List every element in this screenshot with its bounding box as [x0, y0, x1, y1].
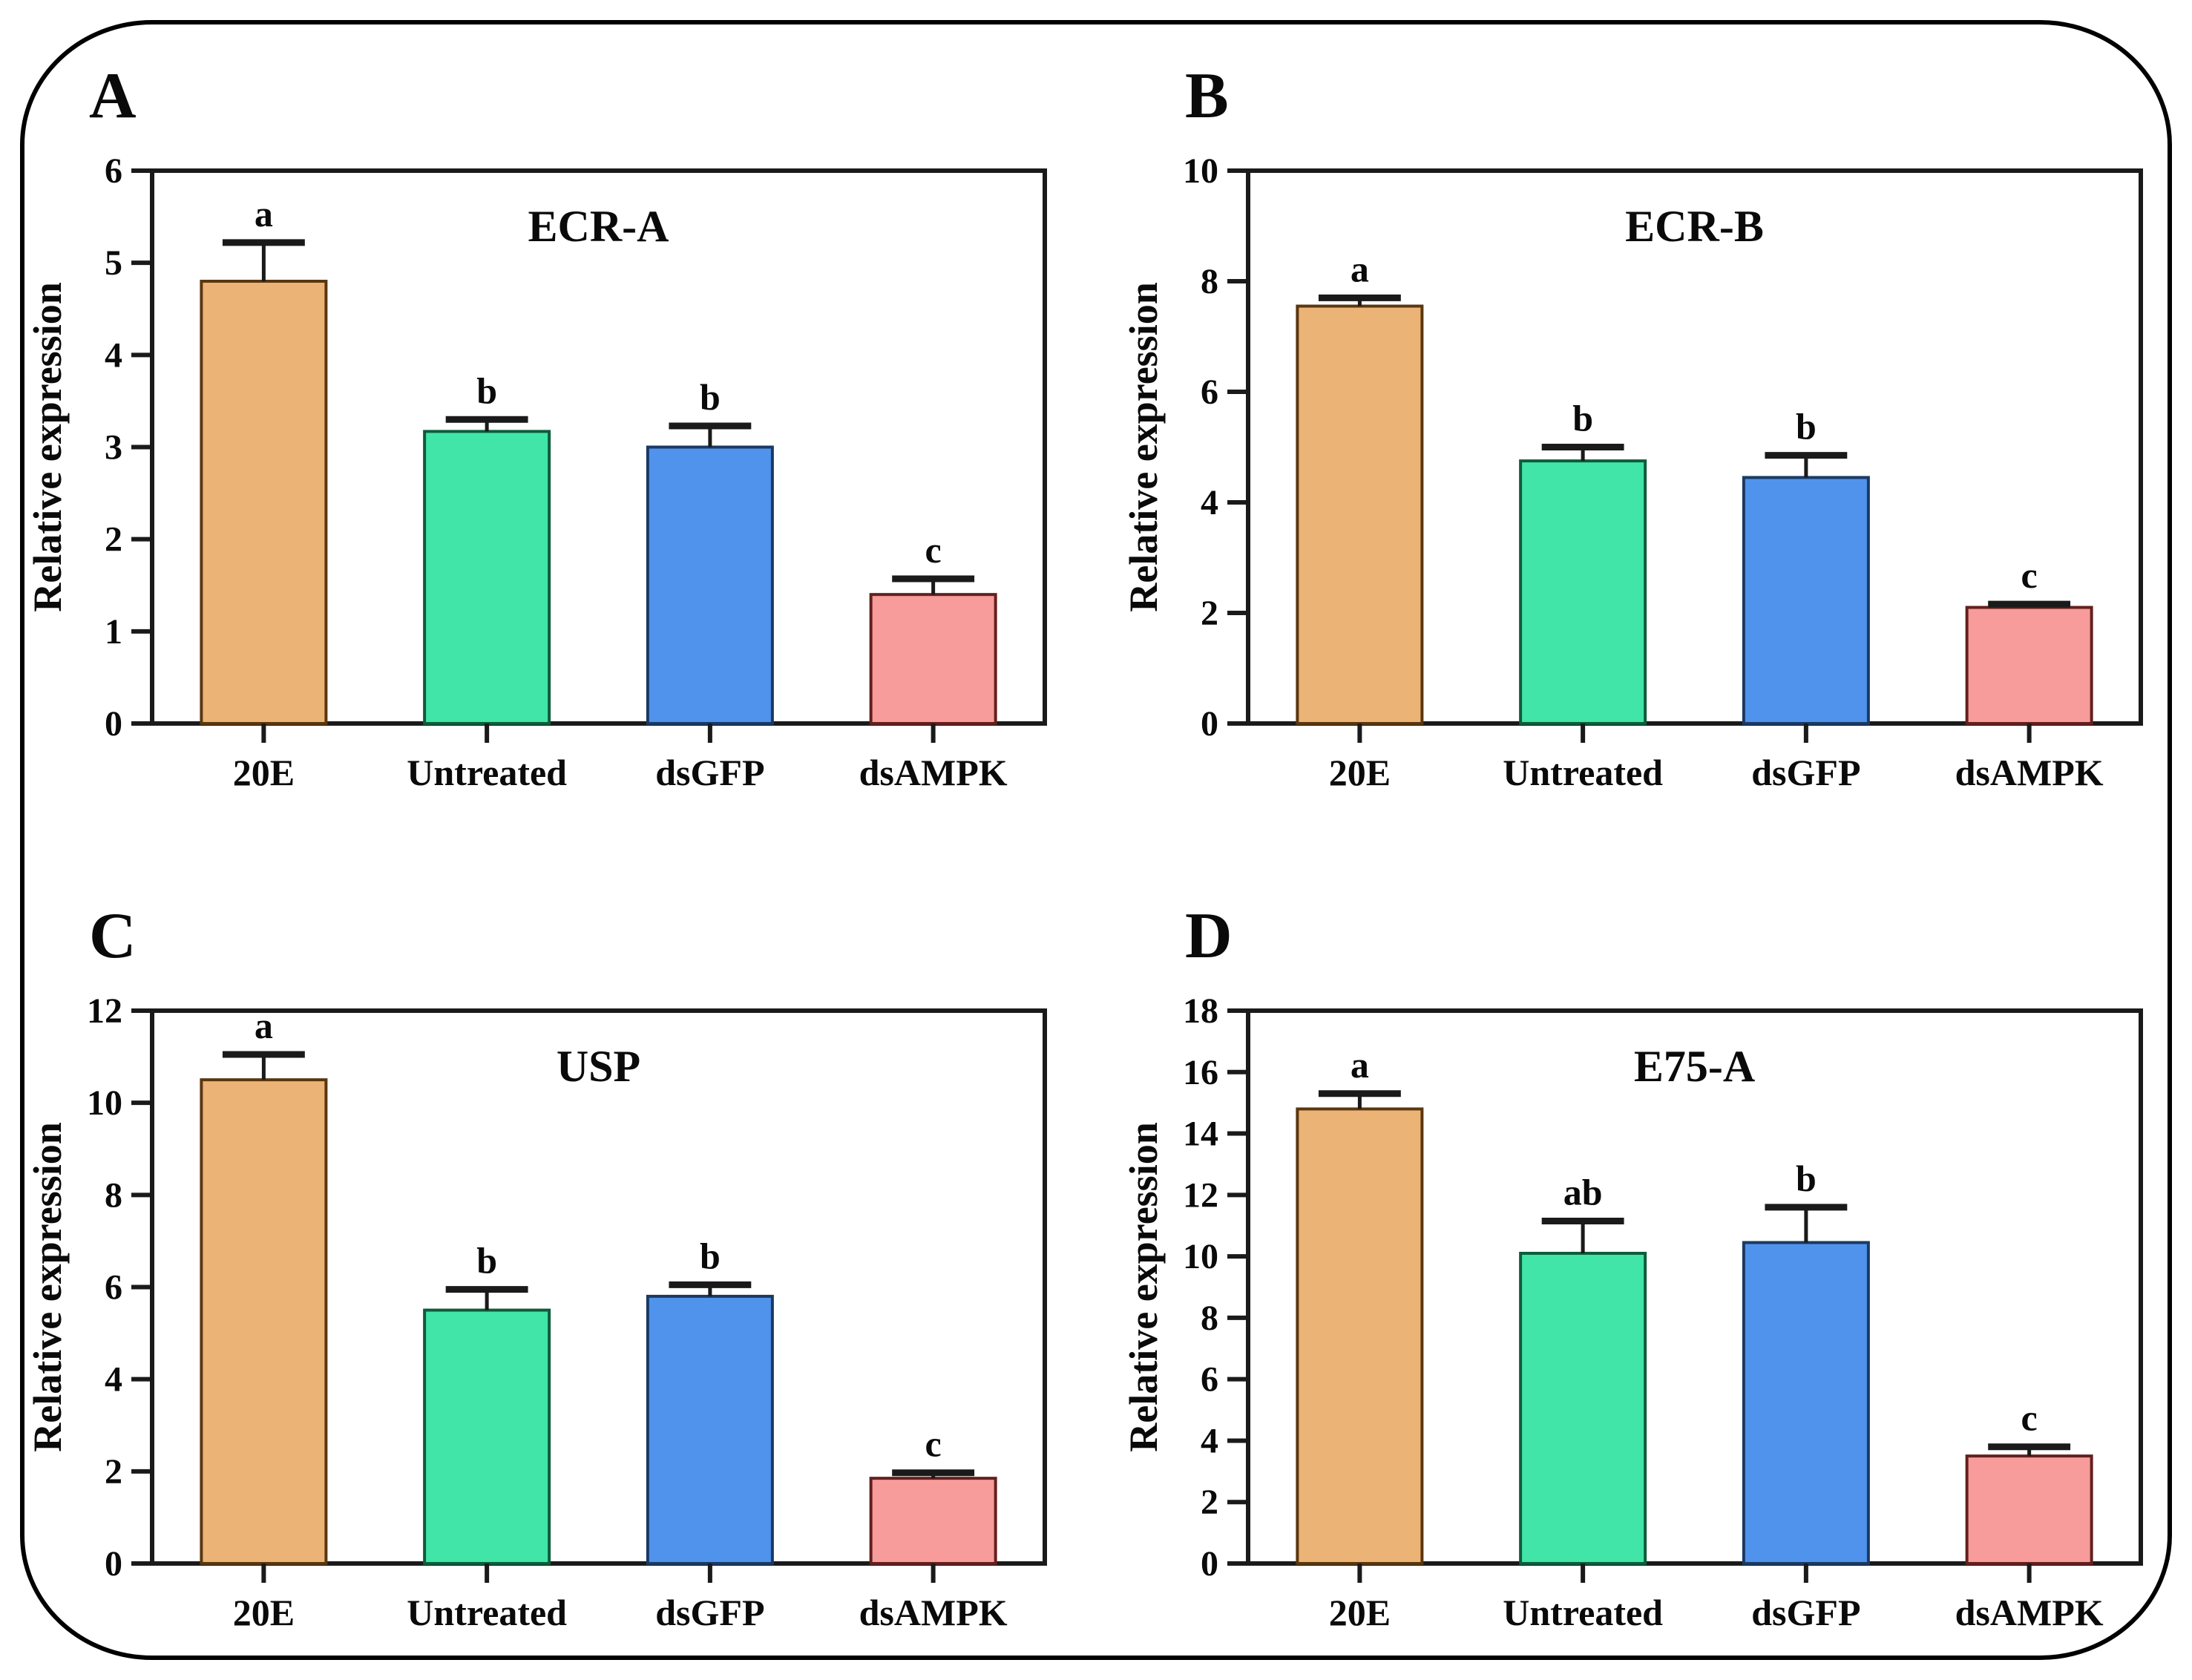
sig-letter: b: [1796, 406, 1817, 447]
bar-dsampk: [1965, 1454, 2093, 1566]
bar-dsgfp: [646, 445, 774, 725]
sig-letter: c: [925, 1423, 942, 1465]
y-tick-label: 3: [105, 428, 122, 467]
sig-letter: b: [1796, 1158, 1817, 1199]
sig-letter: b: [476, 370, 497, 411]
sig-letter: c: [2021, 554, 2038, 596]
y-tick-label: 10: [87, 1083, 122, 1123]
x-tick-label: dsAMPK: [1955, 752, 2104, 793]
sig-letter: a: [1351, 1044, 1369, 1086]
y-tick-label: 6: [105, 1268, 122, 1307]
panel-a: A ECR-A Relative expression 0 1 2 3 4 5 6 a 20E b Unt…: [25, 60, 1047, 793]
y-tick-label: 0: [105, 704, 122, 744]
y-tick-label: 5: [105, 243, 122, 283]
sig-letter: b: [1572, 398, 1593, 439]
y-tick-label: 2: [1201, 1483, 1218, 1522]
y-tick-label: 10: [1183, 1237, 1218, 1276]
panel-letter: D: [1185, 900, 1233, 972]
x-tick-label: dsGFP: [655, 752, 764, 793]
bar-dsampk: [869, 593, 997, 726]
x-tick-label: Untreated: [407, 1592, 567, 1633]
y-tick-label: 18: [1183, 991, 1218, 1031]
y-tick-label: 1: [105, 612, 122, 652]
y-tick-label: 12: [1183, 1175, 1218, 1215]
y-axis-label: Relative expression: [25, 282, 70, 611]
y-tick-label: 4: [1201, 483, 1218, 522]
bar-dsgfp: [1742, 1241, 1870, 1565]
sig-letter: c: [2021, 1397, 2038, 1439]
sig-letter: a: [1351, 248, 1369, 289]
panel-title: ECR-A: [528, 202, 669, 251]
bar-untreated: [1519, 1251, 1647, 1565]
y-tick-label: 8: [1201, 262, 1218, 301]
panel-title: USP: [557, 1042, 640, 1091]
panel-b: B ECR-B Relative expression 0 2 4 6 8 10 a 20E b Unt…: [1121, 60, 2143, 793]
bar-20e: [1296, 1107, 1424, 1565]
bar-untreated: [1519, 459, 1647, 725]
y-tick-label: 10: [1183, 151, 1218, 191]
y-tick-label: 0: [105, 1544, 122, 1584]
y-tick-label: 0: [1201, 1544, 1218, 1584]
x-tick-label: 20E: [1329, 752, 1391, 793]
y-tick-label: 12: [87, 991, 122, 1031]
y-tick-label: 2: [1201, 594, 1218, 633]
x-tick-label: dsGFP: [1751, 1592, 1860, 1633]
bar-untreated: [423, 1308, 551, 1566]
panel-letter: B: [1185, 60, 1229, 132]
sig-letter: c: [925, 529, 942, 571]
y-tick-label: 2: [105, 1452, 122, 1492]
figure-border: [20, 20, 2172, 1660]
x-tick-label: Untreated: [1503, 752, 1663, 793]
bar-dsampk: [1965, 606, 2093, 725]
plot-frame: [1246, 168, 2143, 726]
x-tick-label: dsGFP: [655, 1592, 764, 1633]
y-tick-label: 6: [1201, 373, 1218, 412]
panel-c: C USP Relative expression 0 2 4 6 8 10 12 a 20E b Unt…: [25, 900, 1047, 1633]
bar-20e: [200, 280, 328, 725]
bar-dsampk: [869, 1477, 997, 1565]
y-tick-label: 4: [105, 335, 122, 375]
y-axis-label: Relative expression: [1121, 282, 1166, 611]
y-axis-label: Relative expression: [25, 1122, 70, 1451]
sig-letter: ab: [1563, 1172, 1603, 1213]
bar-dsgfp: [1742, 476, 1870, 725]
x-tick-label: dsGFP: [1751, 752, 1860, 793]
x-tick-label: 20E: [1329, 1592, 1391, 1633]
bar-untreated: [423, 430, 551, 725]
x-tick-label: dsAMPK: [859, 752, 1008, 793]
x-tick-label: Untreated: [1503, 1592, 1663, 1633]
x-tick-label: dsAMPK: [1955, 1592, 2104, 1633]
bar-dsgfp: [646, 1294, 774, 1566]
panel-title: E75-A: [1634, 1042, 1755, 1091]
plot-frame: [1246, 1008, 2143, 1566]
y-tick-label: 8: [105, 1175, 122, 1215]
bar-20e: [200, 1078, 328, 1565]
x-tick-label: 20E: [233, 1592, 295, 1633]
x-tick-label: dsAMPK: [859, 1592, 1008, 1633]
y-tick-label: 4: [1201, 1421, 1218, 1460]
panel-title: ECR-B: [1625, 202, 1764, 251]
y-tick-label: 14: [1183, 1115, 1218, 1154]
y-tick-label: 2: [105, 520, 122, 560]
y-tick-label: 4: [105, 1360, 122, 1400]
x-tick-label: Untreated: [407, 752, 567, 793]
sig-letter: b: [700, 376, 721, 418]
sig-letter: b: [700, 1235, 721, 1276]
panel-letter: C: [89, 900, 137, 972]
bar-20e: [1296, 304, 1424, 725]
y-tick-label: 6: [105, 151, 122, 191]
y-tick-label: 16: [1183, 1053, 1218, 1092]
sig-letter: b: [476, 1240, 497, 1282]
y-tick-label: 8: [1201, 1299, 1218, 1338]
y-tick-label: 6: [1201, 1360, 1218, 1400]
x-tick-label: 20E: [233, 752, 295, 793]
y-axis-label: Relative expression: [1121, 1122, 1166, 1451]
y-tick-label: 0: [1201, 704, 1218, 744]
panel-letter: A: [89, 60, 137, 132]
sig-letter: a: [255, 193, 273, 234]
panel-d: D E75-A Relative expression 0 2 4 6 8 10 12 14 16 18…: [1121, 900, 2143, 1633]
sig-letter: a: [255, 1005, 273, 1046]
